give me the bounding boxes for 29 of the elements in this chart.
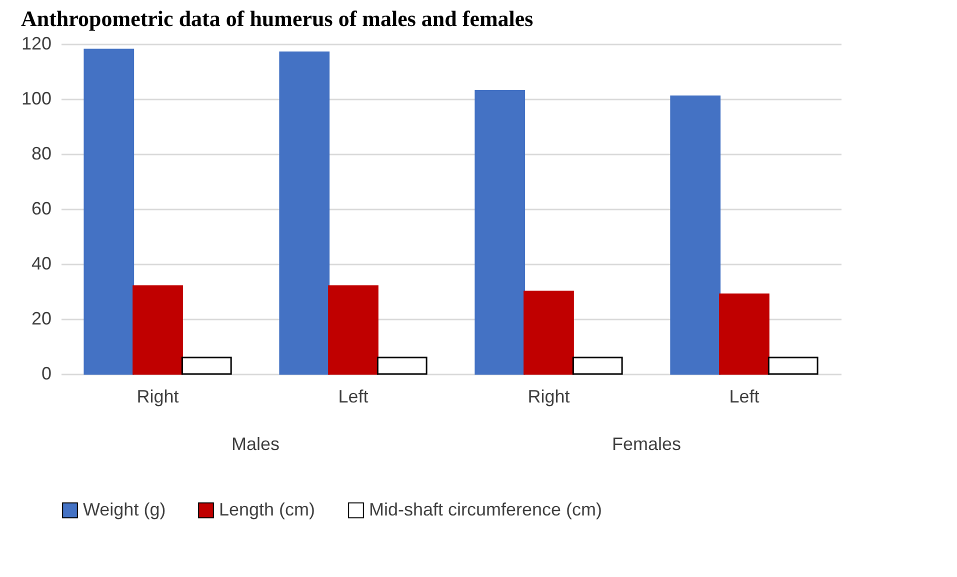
bar xyxy=(572,356,623,375)
y-tick-label: 100 xyxy=(21,88,52,108)
bar xyxy=(181,356,232,375)
legend-label: Weight (g) xyxy=(83,499,166,520)
text: Females xyxy=(612,434,682,454)
y-tick-label: 80 xyxy=(31,144,52,164)
x-tick-label: Right xyxy=(528,386,570,406)
bar xyxy=(670,96,721,375)
bar xyxy=(328,285,378,375)
x-tick-label: Right xyxy=(136,386,179,406)
x-tick-label: Left xyxy=(338,386,368,406)
bar xyxy=(524,290,574,375)
legend-label: Length (cm) xyxy=(219,499,316,520)
bar xyxy=(474,90,526,375)
bar xyxy=(279,52,330,375)
y-tick-label: 0 xyxy=(41,364,52,384)
x-tick-label: Left xyxy=(729,386,760,406)
bar xyxy=(132,285,183,375)
text: Males xyxy=(232,434,280,454)
legend-label: Mid-shaft circumference (cm) xyxy=(369,499,602,520)
y-tick-label: 120 xyxy=(21,34,52,54)
bar xyxy=(376,356,428,375)
bar xyxy=(84,48,134,375)
y-tick-label: 40 xyxy=(31,254,52,274)
bar xyxy=(719,294,770,375)
y-tick-label: 60 xyxy=(31,198,52,218)
bar xyxy=(768,356,818,375)
chart-title: Anthropometric data of humerus of males and females xyxy=(20,6,534,31)
y-tick-label: 20 xyxy=(31,308,52,328)
